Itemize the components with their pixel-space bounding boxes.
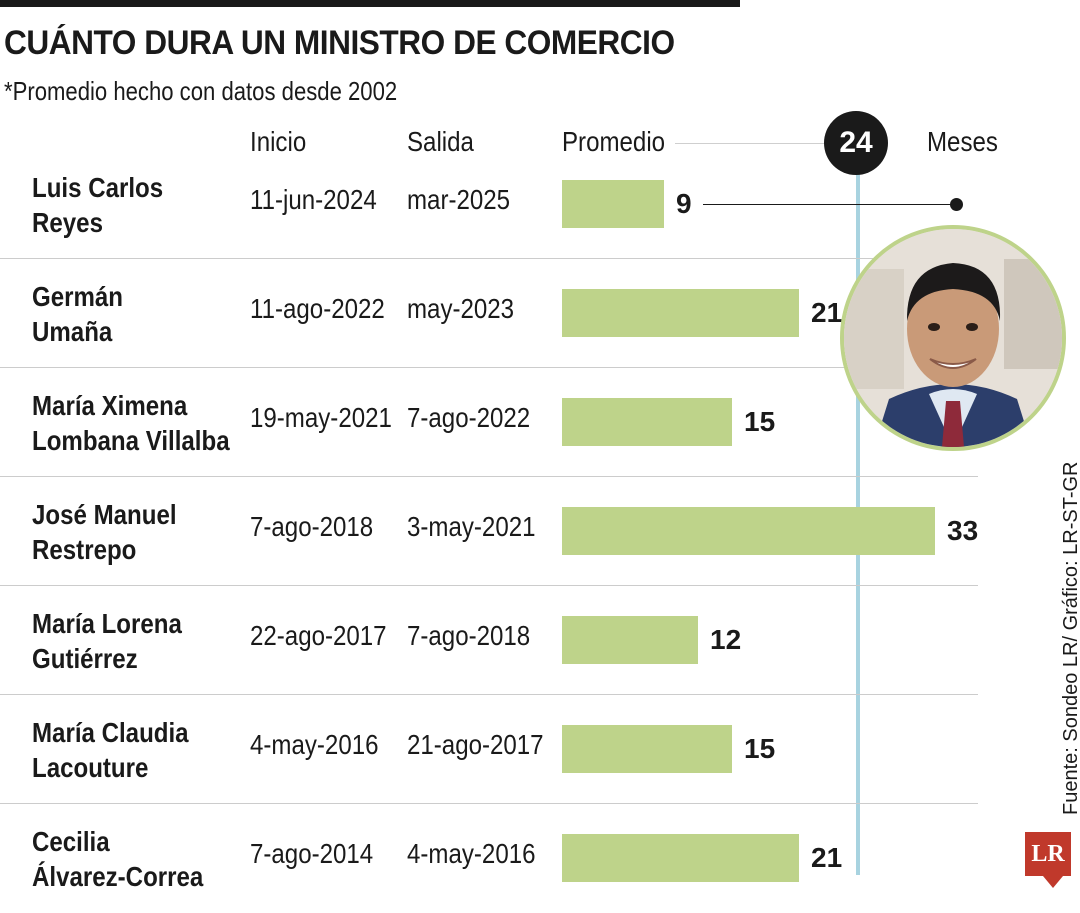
end-date: mar-2025 [407,184,511,215]
minister-name-line1: María Ximena [32,390,188,421]
minister-name-line2: Restrepo [32,534,137,565]
duration-bar [562,616,698,664]
header-end: Salida [407,126,474,157]
row-divider [0,258,978,259]
chart-title: CUÁNTO DURA UN MINISTRO DE COMERCIO [4,24,675,62]
duration-bar [562,398,732,446]
photo-pointer-line [703,204,955,205]
row-divider [0,694,978,695]
end-date: 7-ago-2018 [407,620,531,651]
minister-name-line2: Lacouture [32,752,149,783]
duration-bar [562,834,799,882]
start-date: 22-ago-2017 [250,620,387,651]
row-divider [0,803,978,804]
duration-label: 15 [744,733,776,764]
duration-bar [562,725,732,773]
end-date: 7-ago-2022 [407,402,531,433]
duration-bar [562,289,799,337]
start-date: 19-may-2021 [250,402,392,433]
header-units: Meses [927,126,998,157]
end-date: 4-may-2016 [407,838,536,869]
minister-name: José Manuel Restrepo [32,497,177,567]
start-date: 4-may-2016 [250,729,379,760]
table-row: María Ximena Lombana Villalba 19-may-2021 7… [0,368,980,477]
lr-logo-tail [1043,876,1063,888]
photo-pointer-dot [950,198,963,211]
end-date: may-2023 [407,293,515,324]
row-divider [0,367,978,368]
lr-logo: LR [1025,832,1071,876]
duration-label: 33 [947,515,979,546]
end-date: 3-may-2021 [407,511,536,542]
minister-name-line1: Cecilia [32,826,110,857]
minister-name-line1: María Lorena [32,608,182,639]
header-average: Promedio [562,126,666,157]
table-row: Germán Umaña 11-ago-2022 may-2023 21 [0,259,980,368]
table-row: Luis Carlos Reyes 11-jun-2024 mar-2025 9 [0,150,980,259]
minister-name: María Claudia Lacouture [32,715,189,785]
minister-name-line2: Gutiérrez [32,643,138,674]
minister-name-line2: Umaña [32,316,113,347]
table-row: María Claudia Lacouture 4-may-2016 21-ago-2… [0,695,980,804]
duration-label: 9 [676,188,692,219]
minister-name: María Lorena Gutiérrez [32,606,182,676]
table-row: Cecilia Álvarez-Correa 7-ago-2014 4-may-201… [0,804,980,913]
source-credit: Fuente: Sondeo LR/ Gráfico: LR-ST-GR [1060,461,1080,816]
duration-bar [562,180,664,228]
duration-label: 21 [811,297,843,328]
duration-label: 15 [744,406,776,437]
minister-name: María Ximena Lombana Villalba [32,388,230,458]
minister-name-line1: Luis Carlos [32,172,164,203]
start-date: 7-ago-2018 [250,511,374,542]
table-row: José Manuel Restrepo 7-ago-2018 3-may-2021 3… [0,477,980,586]
start-date: 11-jun-2024 [250,184,377,215]
row-divider [0,585,978,586]
minister-name: Cecilia Álvarez-Correa [32,824,203,894]
header-start: Inicio [250,126,307,157]
minister-name-line2: Álvarez-Correa [32,861,204,892]
minister-name: Germán Umaña [32,279,123,349]
duration-bar [562,507,935,555]
row-divider [0,476,978,477]
minister-name-line1: Germán [32,281,124,312]
chart-subtitle: *Promedio hecho con datos desde 2002 [4,76,398,106]
minister-name: Luis Carlos Reyes [32,170,163,240]
minister-name-line1: José Manuel [32,499,177,530]
start-date: 11-ago-2022 [250,293,385,324]
minister-name-line1: María Claudia [32,717,189,748]
header-rule [675,143,825,144]
reference-badge: 24 [824,111,888,175]
duration-label: 12 [710,624,742,655]
end-date: 21-ago-2017 [407,729,544,760]
minister-name-line2: Reyes [32,207,103,238]
minister-photo [840,225,1066,451]
table-row: María Lorena Gutiérrez 22-ago-2017 7-ago-20… [0,586,980,695]
duration-label: 21 [811,842,843,873]
top-rule [0,0,740,7]
minister-name-line2: Lombana Villalba [32,425,230,456]
start-date: 7-ago-2014 [250,838,374,869]
